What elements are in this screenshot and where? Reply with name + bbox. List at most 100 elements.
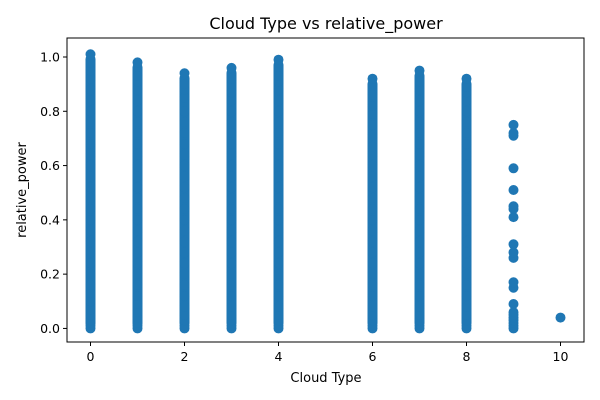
- data-point: [179, 247, 190, 258]
- data-point: [555, 312, 566, 323]
- data-point: [461, 225, 472, 236]
- data-point: [132, 117, 143, 128]
- x-tick-label: 10: [553, 349, 569, 364]
- data-point: [414, 160, 425, 171]
- data-point: [508, 239, 519, 250]
- data-point: [132, 193, 143, 204]
- data-point: [85, 160, 96, 171]
- data-point: [367, 119, 378, 130]
- data-point: [273, 225, 284, 236]
- data-point: [85, 138, 96, 149]
- data-point: [85, 296, 96, 307]
- data-point: [226, 62, 237, 73]
- data-point: [367, 225, 378, 236]
- data-point: [508, 185, 519, 195]
- data-point: [414, 128, 425, 138]
- data-point: [85, 95, 96, 106]
- x-tick-label: 6: [369, 349, 377, 364]
- data-point: [85, 193, 96, 204]
- data-point: [414, 138, 425, 149]
- data-point: [367, 301, 378, 312]
- data-point: [461, 117, 472, 128]
- data-point: [85, 149, 96, 160]
- data-point: [414, 214, 425, 225]
- data-point: [273, 193, 284, 204]
- data-point: [367, 109, 378, 119]
- data-point: [179, 309, 190, 320]
- chart-title: Cloud Type vs relative_power: [209, 14, 443, 34]
- data-point: [461, 149, 472, 160]
- data-point: [461, 138, 472, 149]
- data-point: [179, 290, 190, 301]
- data-point: [179, 269, 190, 280]
- data-point: [414, 149, 425, 160]
- data-point: [85, 84, 96, 95]
- data-point: [85, 49, 96, 60]
- data-point: [179, 236, 190, 247]
- data-point: [226, 247, 237, 258]
- data-point: [461, 128, 472, 138]
- data-point: [414, 236, 425, 247]
- data-point: [132, 236, 143, 247]
- data-point: [508, 201, 519, 212]
- data-point: [85, 280, 96, 290]
- data-point: [179, 128, 190, 138]
- data-point: [85, 288, 96, 299]
- data-point: [367, 214, 378, 225]
- data-point: [461, 290, 472, 301]
- data-point: [367, 236, 378, 247]
- data-point: [132, 95, 143, 106]
- data-point: [273, 182, 284, 193]
- data-point: [367, 280, 378, 290]
- data-point: [273, 138, 284, 149]
- data-point: [508, 163, 519, 174]
- x-tick-label: 0: [87, 349, 95, 364]
- data-point: [132, 57, 143, 68]
- data-point: [226, 106, 237, 117]
- data-point: [132, 128, 143, 138]
- data-point: [414, 247, 425, 258]
- data-point: [179, 138, 190, 149]
- data-point: [179, 214, 190, 225]
- data-point: [226, 95, 237, 106]
- data-point: [414, 301, 425, 312]
- data-point: [414, 76, 425, 87]
- data-point: [414, 95, 425, 106]
- x-tick-label: 2: [181, 349, 189, 364]
- data-point: [367, 204, 378, 214]
- data-point: [226, 269, 237, 280]
- data-point: [132, 258, 143, 269]
- data-point: [132, 182, 143, 193]
- data-point: [226, 193, 237, 204]
- data-point: [461, 160, 472, 171]
- data-point: [367, 141, 378, 152]
- plot-area-frame: [66, 37, 585, 343]
- data-point: [414, 106, 425, 117]
- data-point: [179, 149, 190, 160]
- data-point: [461, 280, 472, 290]
- data-point: [414, 84, 425, 95]
- data-point: [414, 171, 425, 182]
- data-point: [226, 171, 237, 182]
- data-point: [85, 171, 96, 182]
- y-tick-label: 0.0: [40, 321, 60, 336]
- data-point: [461, 269, 472, 280]
- data-point: [273, 106, 284, 117]
- data-point: [226, 117, 237, 128]
- data-point: [508, 247, 519, 258]
- data-point: [85, 128, 96, 138]
- data-point: [132, 138, 143, 149]
- data-point: [85, 304, 96, 315]
- y-tick-label: 0.6: [40, 158, 60, 173]
- data-point: [85, 269, 96, 280]
- data-point: [461, 171, 472, 182]
- data-point: [85, 117, 96, 128]
- data-point: [367, 247, 378, 258]
- data-point: [273, 128, 284, 138]
- y-axis: 0.0 0.2 0.4 0.6 0.8 1.0: [40, 50, 67, 336]
- data-point: [273, 71, 284, 81]
- data-point: [414, 225, 425, 236]
- data-point: [508, 277, 519, 288]
- data-point: [179, 301, 190, 312]
